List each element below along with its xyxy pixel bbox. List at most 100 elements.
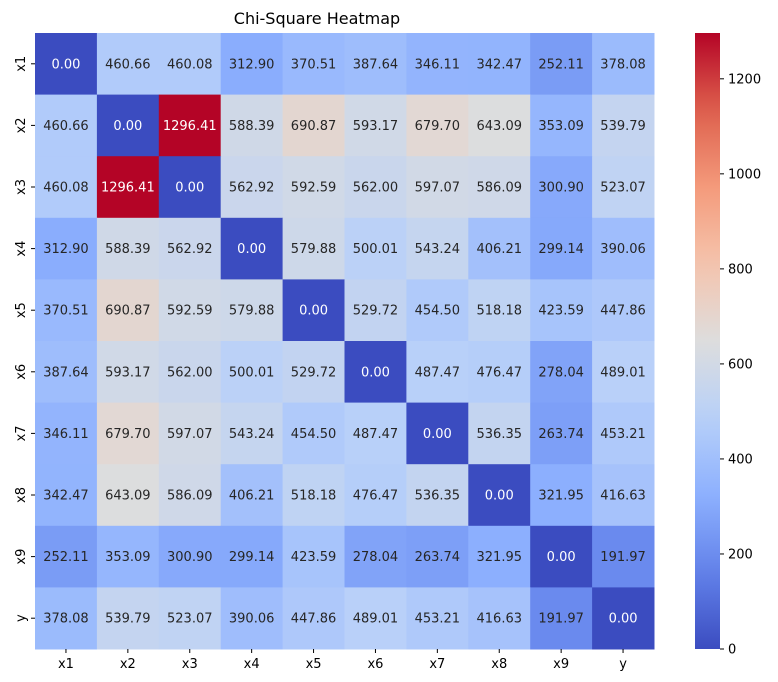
cell-value-label: 489.01 [600,365,646,380]
cell-value-label: 562.92 [167,242,213,257]
cell-value-label: 346.11 [415,57,461,72]
cell-value-label: 586.09 [167,489,213,504]
cell-value-label: 543.24 [229,427,275,442]
heatmap-cell [530,217,593,280]
cell-value-label: 0.00 [113,119,142,134]
heatmap-cell [468,525,531,588]
cell-value-label: 0.00 [547,550,576,565]
heatmap-cell [406,94,469,157]
heatmap-cell [530,94,593,157]
y-tick-label: x2 [14,117,29,133]
cell-value-label: 0.00 [299,304,328,319]
heatmap-cell [220,587,284,650]
cell-value-label: 378.08 [43,612,89,627]
heatmap-cell [158,525,222,588]
heatmap-cell [406,33,469,96]
heatmap-cell [406,217,469,280]
heatmap-cell [530,464,593,527]
heatmap-cell [344,464,407,527]
heatmap-cell [592,156,655,219]
heatmap-cell [344,402,407,465]
cell-value-label: 252.11 [43,550,89,565]
heatmap-cell [158,464,222,527]
colorbar-axis: 0 200 400 600 800 1000 1200 [720,72,761,658]
cell-value-label: 263.74 [415,550,461,565]
cell-value-label: 353.09 [538,119,584,134]
heatmap-cell [282,464,345,527]
cell-value-label: 679.70 [105,427,151,442]
x-tick-label: x4 [244,657,260,672]
cell-value-label: 416.63 [477,612,523,627]
heatmap-cell [220,525,284,588]
cell-value-label: 416.63 [600,489,646,504]
cell-value-label: 423.59 [538,304,584,319]
cell-value-label: 679.70 [415,119,461,134]
heatmap-cell [592,33,655,96]
heatmap-cell [406,279,469,342]
heatmap-cell [35,279,98,342]
cell-value-label: 597.07 [167,427,213,442]
heatmap-cell [344,279,407,342]
heatmap-cell [96,33,160,96]
cell-value-label: 321.95 [477,550,523,565]
cell-value-label: 346.11 [43,427,89,442]
heatmap-cell [220,156,284,219]
heatmap-cell [282,279,345,342]
heatmap-cell [220,341,284,404]
cell-value-label: 562.00 [353,181,399,196]
x-tick-label: x8 [491,657,507,672]
heatmap-cell [344,525,407,588]
cell-value-label: 460.08 [43,181,89,196]
heatmap-cell [35,525,98,588]
heatmap-cell [220,402,284,465]
heatmap-cell [406,402,469,465]
heatmap-cell [406,156,469,219]
cell-value-label: 191.97 [600,550,646,565]
heatmap-cell [35,33,98,96]
heatmap-cell [344,587,407,650]
cell-value-label: 0.00 [609,612,638,627]
cell-value-label: 390.06 [600,242,646,257]
cell-value-label: 387.64 [353,57,399,72]
x-tick-label: x3 [182,657,198,672]
cell-value-label: 593.17 [353,119,399,134]
cell-value-label: 191.97 [538,612,584,627]
cell-value-label: 529.72 [353,304,399,319]
cell-value-label: 387.64 [43,365,89,380]
cell-value-label: 588.39 [229,119,275,134]
heatmap-cell [468,217,531,280]
heatmap-cell [282,525,345,588]
chart-title: Chi-Square Heatmap [234,9,400,28]
cell-value-label: 476.47 [353,489,399,504]
cell-value-label: 586.09 [477,181,523,196]
heatmap-cell [158,33,222,96]
cell-value-label: 0.00 [51,57,80,72]
cell-value-label: 588.39 [105,242,151,257]
cell-value-label: 460.66 [105,57,151,72]
y-tick-label: x6 [14,364,29,380]
x-tick-label: y [619,657,627,672]
heatmap-cell [468,341,531,404]
heatmap-cell [220,217,284,280]
cell-value-label: 500.01 [353,242,399,257]
heatmap-cell [220,464,284,527]
cell-value-label: 0.00 [485,489,514,504]
cell-value-label: 690.87 [105,304,151,319]
heatmap-cell [592,525,655,588]
heatmap-cell [468,279,531,342]
cell-value-label: 500.01 [229,365,275,380]
heatmap-cell [220,33,284,96]
heatmap-cell [592,402,655,465]
cell-value-label: 562.92 [229,181,275,196]
x-axis: x1 x2 x3 x4 x5 x6 x7 x8 x9 y [58,649,627,672]
heatmap-cell [592,279,655,342]
cell-value-label: 454.50 [415,304,461,319]
cell-value-label: 592.59 [291,181,337,196]
cell-value-label: 487.47 [415,365,461,380]
cell-value-label: 447.86 [291,612,337,627]
heatmap-cell [35,402,98,465]
heatmap-cell [158,217,222,280]
colorbar-tick-label: 1000 [728,167,761,182]
cell-value-label: 453.21 [600,427,646,442]
